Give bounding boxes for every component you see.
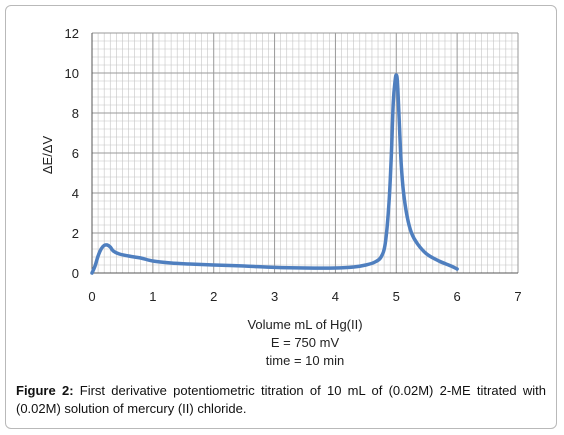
figure-caption: Figure 2: First derivative potentiometri… xyxy=(16,382,546,418)
x-tick-label: 4 xyxy=(332,289,339,304)
series-line xyxy=(90,73,459,275)
x-tick-label: 7 xyxy=(514,289,521,304)
y-tick-label: 6 xyxy=(72,146,79,161)
caption-label: Figure 2: xyxy=(16,383,74,398)
x-tick-label: 0 xyxy=(88,289,95,304)
caption-text: First derivative potentiometric titratio… xyxy=(16,383,546,416)
x-axis-subtitle-time: time = 10 min xyxy=(266,353,344,368)
y-tick-label: 2 xyxy=(72,226,79,241)
x-tick-label: 6 xyxy=(454,289,461,304)
y-tick-label: 0 xyxy=(72,266,79,281)
x-tick-label: 2 xyxy=(210,289,217,304)
x-axis-title: Volume mL of Hg(II) xyxy=(247,317,362,332)
y-tick-labels: 0 2 4 6 8 10 12 xyxy=(65,26,79,281)
x-tick-label: 5 xyxy=(393,289,400,304)
y-tick-label: 8 xyxy=(72,106,79,121)
y-axis-title: ΔE/ΔV xyxy=(40,136,55,175)
x-tick-label: 3 xyxy=(271,289,278,304)
y-tick-label: 4 xyxy=(72,186,79,201)
x-tick-labels: 0 1 2 3 4 5 6 7 xyxy=(88,289,521,304)
x-axis-subtitle-potential: E = 750 mV xyxy=(271,335,340,350)
y-tick-label: 12 xyxy=(65,26,79,41)
y-tick-label: 10 xyxy=(65,66,79,81)
x-tick-label: 1 xyxy=(149,289,156,304)
